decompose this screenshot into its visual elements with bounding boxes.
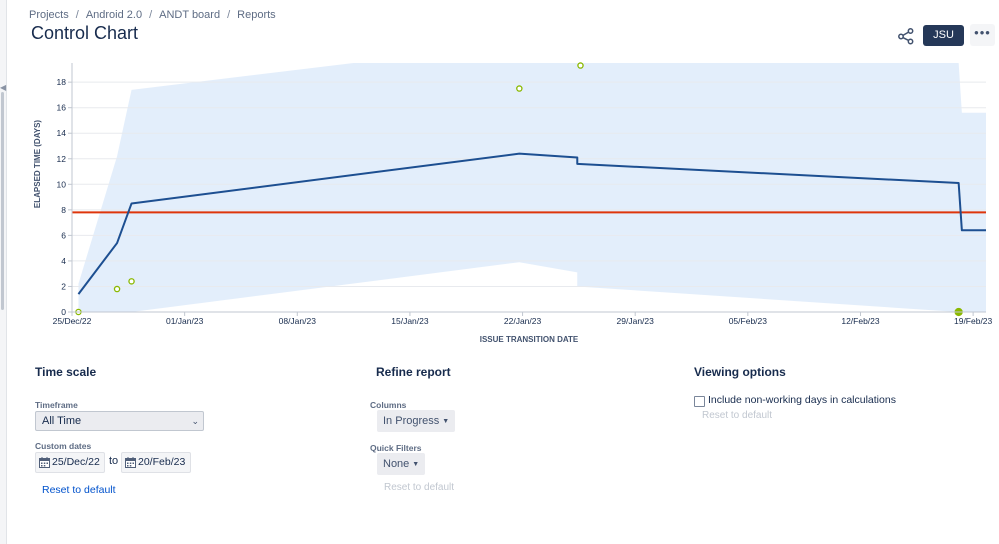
page-title: Control Chart [31, 23, 139, 43]
y-tick-label: 14 [57, 128, 67, 138]
y-tick-label: 10 [57, 179, 67, 189]
date-range-to-label: to [109, 455, 119, 467]
chevron-down-icon: ⌄ [191, 416, 199, 426]
quick-filters-dropdown[interactable]: None ▼ [377, 453, 426, 475]
custom-dates-label: Custom dates [35, 441, 92, 451]
refine-report-title: Refine report [376, 365, 451, 379]
end-date-value: 20/Feb/23 [138, 456, 186, 468]
x-tick-label: 25/Dec/22 [53, 316, 92, 326]
x-tick-label: 22/Jan/23 [504, 316, 542, 326]
user-menu-button[interactable]: JSU [923, 25, 964, 46]
x-tick-label: 01/Jan/23 [166, 316, 204, 326]
breadcrumb-projects[interactable]: Projects [29, 9, 69, 21]
more-actions-button[interactable]: ••• [970, 24, 995, 46]
y-tick-label: 0 [61, 307, 66, 317]
caret-down-icon: ▼ [442, 418, 450, 425]
breadcrumb-project[interactable]: Android 2.0 [85, 9, 143, 21]
non-working-days-label[interactable]: Include non-working days in calculations [708, 394, 896, 406]
y-tick-label: 18 [57, 77, 67, 87]
y-tick-label: 8 [61, 205, 66, 215]
timeframe-select[interactable]: All Time ⌄ [35, 411, 204, 431]
x-tick-label: 29/Jan/23 [617, 316, 655, 326]
x-tick-label: 12/Feb/23 [841, 316, 880, 326]
issue-point[interactable] [516, 85, 523, 92]
y-tick-label: 12 [57, 154, 67, 164]
control-chart: 0 2 4 6 8 10 12 14 16 18 25/Dec/22 01/Jan/23 08/Jan… [33, 62, 993, 344]
refine-report-reset-link: Reset to default [384, 482, 455, 493]
breadcrumb-reports[interactable]: Reports [237, 9, 276, 21]
time-scale-reset-link[interactable]: Reset to default [42, 484, 116, 496]
y-tick-label: 4 [61, 256, 66, 266]
breadcrumb-separator: / [149, 9, 153, 21]
start-date-value: 25/Dec/22 [52, 456, 100, 468]
issue-point[interactable] [577, 62, 584, 69]
x-tick-label: 08/Jan/23 [279, 316, 317, 326]
share-icon [898, 28, 914, 45]
columns-dropdown[interactable]: In Progress ▼ [377, 410, 456, 432]
columns-label: Columns [370, 400, 407, 410]
quick-filters-value: None [383, 458, 410, 470]
calendar-icon[interactable] [125, 457, 136, 468]
issue-point[interactable] [113, 285, 121, 293]
x-axis-label: ISSUE TRANSITION DATE [480, 335, 579, 344]
end-date-input[interactable]: 20/Feb/23 [121, 452, 191, 473]
start-date-input[interactable]: 25/Dec/22 [35, 452, 105, 473]
scrollbar-thumb[interactable] [1, 92, 4, 310]
y-tick-label: 6 [61, 230, 66, 240]
timeframe-label: Timeframe [35, 400, 78, 410]
breadcrumb-separator: / [227, 9, 231, 21]
left-scroll-rail[interactable]: ◀ [0, 0, 7, 544]
time-scale-title: Time scale [35, 365, 97, 379]
breadcrumb: Projects / Android 2.0 / ANDT board / Reports [29, 9, 276, 21]
y-tick-label: 16 [57, 103, 67, 113]
x-tick-label: 05/Feb/23 [729, 316, 768, 326]
issue-point[interactable] [128, 278, 135, 285]
y-axis-label: ELAPSED TIME (DAYS) [33, 120, 42, 208]
rolling-average-line [77, 152, 986, 295]
share-button[interactable] [896, 26, 916, 46]
viewing-options-reset-link: Reset to default [702, 410, 773, 421]
std-deviation-band [78, 63, 986, 312]
calendar-icon[interactable] [39, 457, 50, 468]
columns-value: In Progress [383, 415, 440, 427]
viewing-options-title: Viewing options [694, 365, 786, 379]
x-tick-label: 19/Feb/23 [954, 316, 993, 326]
breadcrumb-board[interactable]: ANDT board [159, 9, 221, 21]
quick-filters-label: Quick Filters [370, 443, 422, 453]
non-working-days-checkbox[interactable] [694, 396, 705, 407]
y-tick-label: 2 [61, 281, 66, 291]
breadcrumb-separator: / [75, 9, 79, 21]
caret-down-icon: ▼ [412, 461, 420, 468]
timeframe-value: All Time [42, 415, 82, 427]
collapse-arrow-icon[interactable]: ◀ [0, 83, 7, 92]
x-tick-label: 15/Jan/23 [391, 316, 429, 326]
